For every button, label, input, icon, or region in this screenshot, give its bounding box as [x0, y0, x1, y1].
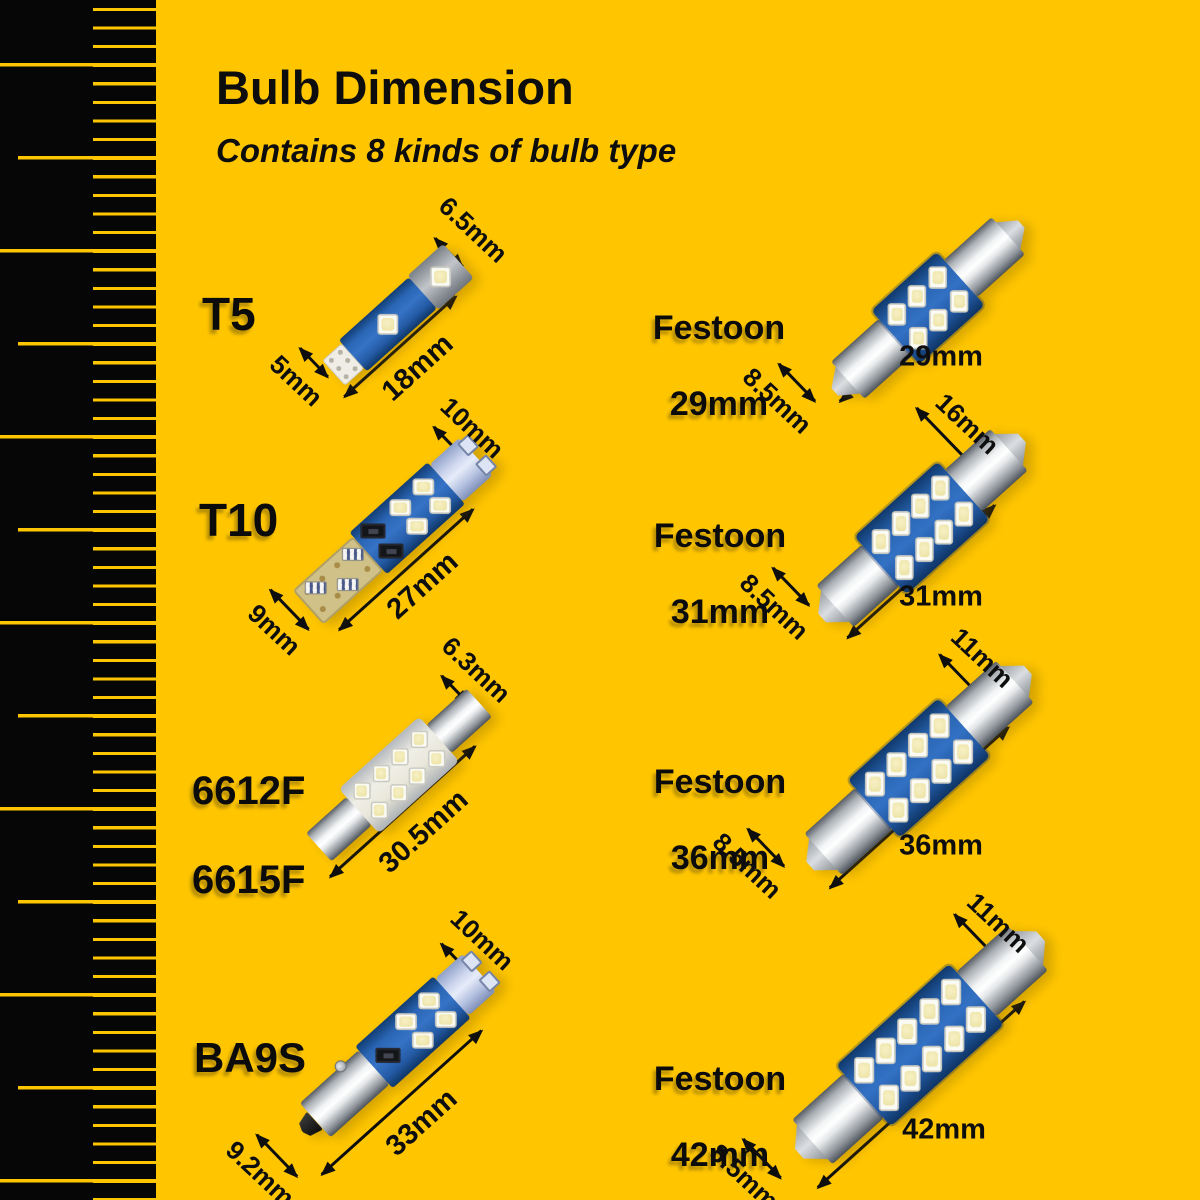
dim-label-t5-base: 5mm — [263, 348, 329, 413]
led-chip — [907, 284, 927, 308]
festoon29-bulb-graphic — [813, 200, 1043, 416]
led-chip — [418, 992, 440, 1010]
led-chip — [875, 1037, 896, 1064]
bulb-label-t5: T5 — [202, 288, 256, 340]
led-chip — [914, 537, 933, 563]
bulb-label-festoon36: Festoon 36mm — [653, 763, 787, 878]
led-chip — [934, 519, 953, 545]
dim-label-festoon42-length: 42mm — [902, 1113, 986, 1146]
led-chip — [412, 1031, 434, 1049]
led-chip — [965, 1006, 986, 1033]
resistor-chip — [378, 543, 404, 559]
led-chip — [931, 758, 952, 784]
led-chip — [888, 797, 909, 823]
bulb-label-festoon29: Festoon 29mm — [652, 309, 786, 424]
led-chip — [922, 1045, 943, 1072]
led-chip — [408, 767, 426, 785]
led-chip — [940, 978, 962, 1006]
resistor-group — [373, 1041, 402, 1069]
led-chip — [395, 1013, 417, 1030]
led-chip — [908, 732, 929, 758]
resistor-chip — [304, 581, 327, 595]
led-chip — [864, 771, 885, 797]
led-chip — [911, 493, 930, 519]
bulb-label-festoon42: Festoon 42mm — [653, 1060, 787, 1175]
led-chip — [353, 782, 371, 800]
led-chip — [886, 752, 907, 778]
led-chip — [372, 765, 390, 783]
bulb-label-ba9s: BA9S — [194, 1034, 307, 1081]
page-subtitle: Contains 8 kinds of bulb type — [216, 132, 677, 169]
led-chip — [895, 555, 914, 581]
led-chip — [949, 290, 969, 313]
bulb-label-t10: T10 — [199, 494, 279, 546]
led-chip — [929, 713, 950, 739]
led-chip — [943, 1026, 965, 1053]
led-chip — [909, 778, 930, 804]
resistor-chip — [375, 1047, 401, 1063]
led-chip — [930, 475, 949, 501]
page-title: Bulb Dimension — [216, 61, 574, 114]
resistor-chip — [360, 523, 386, 539]
led-chip — [406, 518, 428, 535]
led-chip — [928, 266, 947, 290]
led-chip — [412, 478, 434, 496]
dim-label-ba9s-length: 33mm — [379, 1082, 464, 1163]
ruler-graphic — [0, 0, 156, 1200]
led-chip — [929, 308, 949, 332]
led-chip — [429, 497, 451, 515]
ba9s-bulb-graphic — [284, 952, 498, 1153]
dim-label-festoon29-length: 29mm — [899, 340, 983, 373]
dim-label-t10-base: 9mm — [241, 597, 307, 662]
led-chip — [954, 502, 973, 527]
led-chip — [953, 739, 974, 765]
dim-label-festoon31-length: 31mm — [899, 580, 983, 613]
led-chip — [370, 801, 388, 820]
led-chip — [389, 784, 407, 802]
led-chip — [377, 313, 399, 335]
led-chip — [897, 1018, 918, 1045]
dim-label-festoon36-length: 36mm — [899, 829, 983, 862]
led-chip — [878, 1084, 900, 1112]
resistor-chip — [341, 547, 364, 561]
led-chip — [430, 266, 451, 288]
resistor-chip — [336, 578, 359, 592]
led-chip — [919, 998, 940, 1025]
led-chip — [891, 511, 910, 537]
bulb-label-festoon31: Festoon 31mm — [653, 517, 787, 632]
led-chip — [887, 303, 907, 326]
led-chip — [389, 499, 411, 517]
led-chip — [900, 1065, 921, 1092]
led-chip — [410, 730, 428, 749]
led-chip — [871, 529, 890, 554]
led-chip — [427, 750, 445, 768]
led-chip — [854, 1057, 875, 1084]
led-chip — [391, 748, 409, 766]
led-chip — [435, 1011, 457, 1028]
ruler-ticks-medium — [18, 0, 156, 1200]
bulb-label-6612f: 6612F 6615F — [192, 768, 306, 903]
